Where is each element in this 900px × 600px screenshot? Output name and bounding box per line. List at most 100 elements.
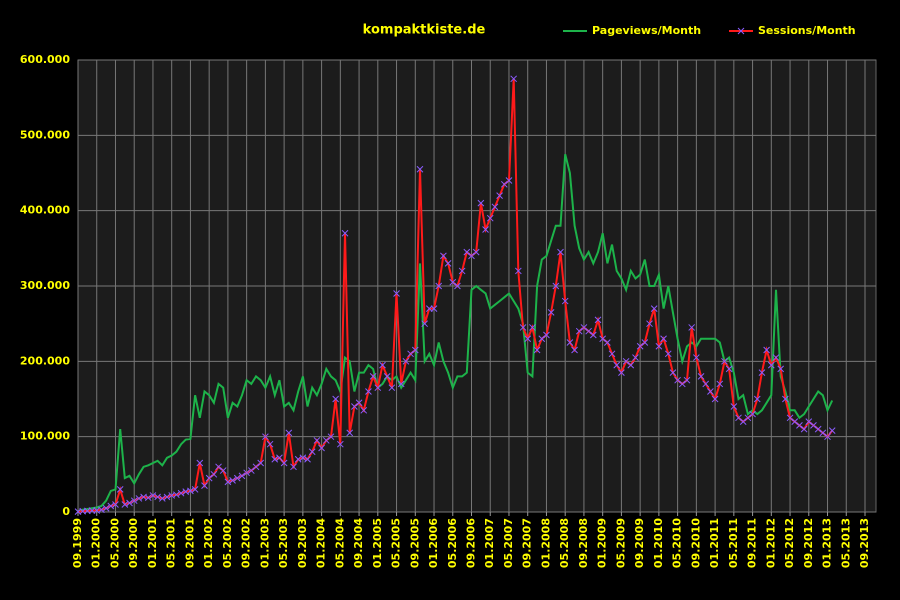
- x-tick-label: 09.2007: [521, 518, 534, 568]
- y-tick-label: 300.000: [20, 279, 70, 292]
- marker: [149, 492, 157, 499]
- marker: [674, 376, 681, 384]
- marker: [121, 501, 129, 508]
- marker: [646, 320, 653, 328]
- x-tick-label: 09.2002: [240, 518, 253, 568]
- marker: [383, 373, 391, 380]
- marker: [355, 399, 363, 407]
- marker: [444, 260, 452, 267]
- y-tick-label: 500.000: [20, 128, 70, 141]
- marker: [632, 354, 639, 361]
- series-line: [77, 153, 834, 513]
- marker: [215, 463, 222, 471]
- marker: [510, 75, 518, 83]
- marker: [641, 339, 649, 346]
- marker: [683, 376, 691, 384]
- marker: [772, 354, 780, 361]
- marker: [116, 486, 124, 493]
- marker: [824, 433, 831, 441]
- marker: [763, 346, 770, 354]
- x-tick-label: 05.2005: [390, 518, 403, 568]
- marker: [505, 177, 513, 184]
- marker: [739, 418, 747, 425]
- marker: [112, 501, 119, 508]
- marker: [524, 335, 532, 343]
- marker: [622, 357, 630, 365]
- x-tick-label: 09.2004: [352, 518, 365, 568]
- marker: [678, 380, 686, 388]
- x-tick-label: 01.2009: [596, 518, 609, 568]
- marker: [500, 180, 508, 188]
- marker: [782, 395, 789, 403]
- marker: [814, 425, 822, 433]
- marker: [477, 199, 485, 207]
- marker: [608, 350, 616, 358]
- marker: [688, 324, 696, 331]
- marker: [613, 361, 621, 369]
- marker: [369, 373, 377, 380]
- x-tick-label: 01.2004: [315, 518, 328, 568]
- marker: [107, 502, 115, 510]
- marker: [552, 282, 560, 290]
- marker: [388, 384, 396, 392]
- marker: [472, 248, 480, 256]
- marker: [561, 297, 569, 305]
- marker: [711, 395, 719, 403]
- marker: [594, 316, 602, 324]
- marker: [280, 459, 288, 467]
- legend-label: Pageviews/Month: [592, 24, 701, 37]
- marker: [411, 346, 419, 354]
- x-tick-label: 01.2011: [708, 518, 721, 568]
- marker: [430, 305, 438, 312]
- marker: [496, 192, 503, 199]
- marker: [421, 320, 429, 328]
- marker: [407, 350, 414, 358]
- marker: [158, 495, 166, 502]
- marker: [313, 437, 321, 444]
- x-tick-label: 09.2012: [802, 518, 815, 568]
- marker: [402, 357, 410, 365]
- marker: [374, 384, 382, 392]
- legend-label: Sessions/Month: [758, 24, 856, 37]
- marker: [735, 414, 742, 422]
- x-tick-label: 05.2009: [614, 518, 627, 568]
- marker: [98, 506, 105, 514]
- y-tick-label: 600.000: [20, 53, 70, 66]
- marker: [247, 467, 255, 474]
- marker: [454, 282, 461, 290]
- marker: [599, 335, 607, 343]
- marker: [332, 395, 340, 403]
- marker: [458, 267, 466, 275]
- x-tick-label: 09.2005: [408, 518, 421, 568]
- marker: [163, 493, 171, 501]
- marker: [627, 361, 635, 369]
- x-tick-label: 01.2005: [371, 518, 384, 568]
- marker: [187, 487, 194, 495]
- marker: [205, 474, 213, 482]
- x-tick-label: 09.2008: [577, 518, 590, 568]
- marker: [749, 410, 756, 418]
- x-tick-label: 05.2008: [558, 518, 571, 568]
- chart-title: kompaktkiste.de: [363, 23, 486, 38]
- marker: [341, 229, 349, 237]
- marker: [219, 467, 227, 474]
- marker: [144, 494, 152, 502]
- marker: [664, 350, 672, 358]
- marker: [585, 327, 592, 335]
- y-tick-label: 0: [62, 505, 70, 518]
- marker: [463, 248, 471, 256]
- marker: [435, 282, 443, 290]
- marker: [191, 486, 199, 493]
- marker: [322, 437, 330, 444]
- marker: [486, 214, 494, 222]
- marker: [416, 165, 424, 173]
- marker: [397, 380, 405, 388]
- marker: [730, 403, 738, 410]
- marker: [566, 339, 574, 346]
- marker: [102, 504, 110, 512]
- x-tick-label: 05.2000: [108, 518, 121, 568]
- x-tick-label: 09.1999: [71, 518, 84, 568]
- marker: [721, 357, 728, 365]
- marker: [327, 433, 335, 441]
- marker: [650, 305, 658, 312]
